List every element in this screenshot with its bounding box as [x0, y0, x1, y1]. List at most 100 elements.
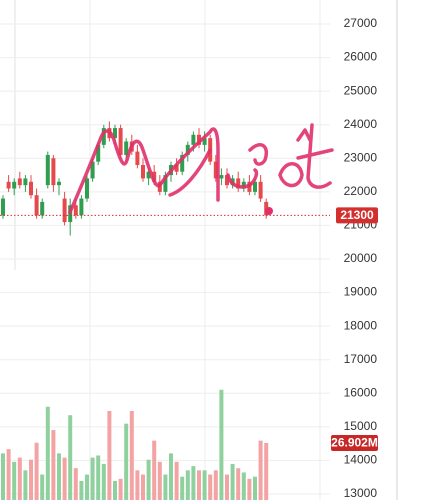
candle-body	[85, 178, 89, 199]
y-tick-label: 18000	[344, 318, 378, 332]
candle-body	[225, 175, 229, 186]
volume-bar	[90, 457, 95, 500]
candle-body	[113, 128, 117, 139]
candle-body	[241, 181, 246, 189]
candle-body	[163, 175, 168, 192]
volume-bar	[236, 468, 241, 500]
volume-bar	[6, 449, 11, 500]
candle-body	[213, 161, 218, 179]
volume-bar	[51, 430, 56, 500]
candle-body	[135, 151, 140, 165]
volume-bar	[258, 440, 263, 500]
candle-body	[146, 171, 151, 179]
volume-bar	[96, 455, 101, 500]
y-tick-label: 26000	[344, 50, 378, 64]
volume-bar	[213, 470, 218, 500]
y-tick-label: 19000	[344, 285, 378, 299]
volume-bar	[135, 470, 140, 500]
y-tick-label: 13000	[344, 486, 378, 500]
candle-body	[141, 165, 145, 179]
candle-body	[152, 171, 157, 182]
candle-body	[185, 144, 190, 155]
volume-bar	[17, 457, 22, 500]
y-tick-label: 23000	[344, 150, 378, 164]
volume-bar	[124, 423, 129, 500]
volume-bar	[180, 476, 185, 500]
volume-bar	[101, 463, 106, 500]
last-volume-box	[331, 434, 378, 451]
volume-bar	[113, 480, 117, 500]
volume-bar	[208, 474, 213, 500]
volume-bar	[230, 463, 235, 500]
volume-bar	[247, 478, 252, 500]
volume-bar	[57, 453, 61, 500]
volume-bar	[79, 480, 84, 500]
volume-bar	[141, 474, 145, 500]
candle-body	[174, 165, 179, 172]
last-price-label: 21300	[340, 208, 374, 222]
candle-body	[180, 154, 185, 172]
volume-bar	[174, 461, 179, 500]
volume-bar	[169, 453, 173, 500]
last-price-box	[336, 207, 378, 224]
volume-bar	[152, 440, 157, 500]
volume-bar	[85, 474, 89, 500]
volume-bar	[197, 470, 201, 500]
candle-body	[62, 198, 67, 223]
volume-bar	[34, 442, 39, 500]
volume-bar	[40, 474, 45, 500]
last-volume-label: 26.902M	[331, 436, 378, 450]
candle-body	[34, 195, 39, 216]
volume-bar	[62, 457, 67, 500]
candle-body	[6, 181, 11, 189]
volume-bar	[68, 415, 73, 500]
volume-bar	[225, 474, 229, 500]
candle-body	[57, 181, 61, 186]
volume-bar	[202, 470, 207, 500]
candle-body	[51, 158, 56, 186]
candle-body	[1, 198, 5, 216]
candle-body	[29, 181, 33, 196]
y-tick-label: 27000	[344, 16, 378, 30]
candle-body	[45, 154, 50, 186]
candle-body	[191, 134, 196, 145]
volume-bar	[129, 410, 134, 500]
y-tick-label: 24000	[344, 117, 378, 131]
volume-bar	[241, 472, 246, 500]
y-tick-label: 25000	[344, 83, 378, 97]
candle-body	[219, 175, 224, 179]
y-tick-label: 14000	[344, 453, 378, 467]
candle-body	[96, 144, 101, 162]
y-tick-label: 22000	[344, 184, 378, 198]
y-tick-label: 16000	[344, 385, 378, 399]
volume-bar	[118, 478, 123, 500]
volume-bar	[23, 470, 28, 500]
candle-body	[23, 178, 28, 186]
candle-body	[124, 141, 129, 155]
volume-bar	[29, 459, 33, 500]
volume-bar	[157, 461, 162, 500]
candle-body	[12, 181, 17, 189]
y-tick-label: 17000	[344, 352, 378, 366]
volume-bar	[146, 459, 151, 500]
volume-bar	[264, 442, 269, 500]
candle-body	[118, 128, 123, 155]
plot: 13000 14000 15000 16000 17000 18000 19000 20000…	[0, 0, 378, 500]
volume-bar	[107, 410, 112, 500]
volume-bar	[219, 389, 224, 500]
volume-bar	[12, 461, 17, 500]
candle-body	[202, 138, 207, 145]
handwriting-dot	[265, 207, 273, 215]
y-tick-label: 15000	[344, 419, 378, 433]
candle-body	[101, 128, 106, 145]
candle-body	[258, 181, 263, 199]
volume-bar	[45, 406, 50, 500]
candle-body	[79, 198, 84, 216]
handwriting-annotation	[68, 123, 334, 214]
candle-body	[236, 178, 241, 189]
candle-body	[17, 178, 22, 186]
candle-body	[90, 161, 95, 179]
candle-body	[40, 201, 45, 216]
volume-bar	[1, 453, 5, 500]
